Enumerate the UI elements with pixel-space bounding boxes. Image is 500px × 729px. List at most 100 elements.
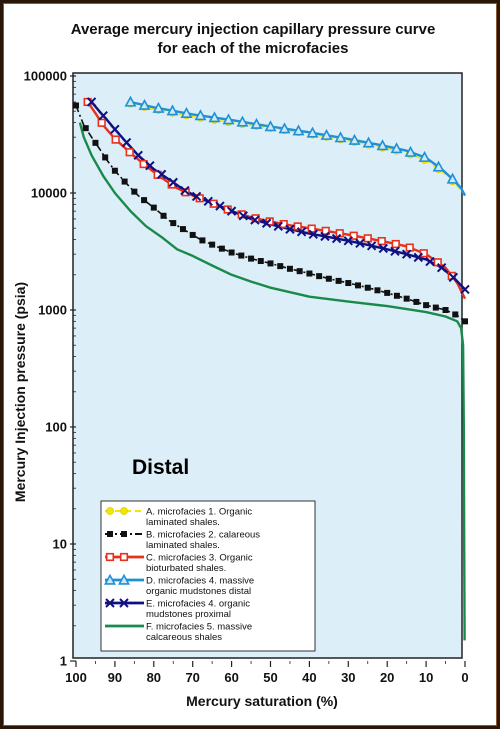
series-d-marker xyxy=(292,124,305,136)
series-e-marker xyxy=(110,124,120,135)
series-e-marker xyxy=(378,243,389,254)
legend-swatch-marker xyxy=(119,552,129,562)
legend-label-f: calcareous shales xyxy=(146,632,222,643)
series-e-marker xyxy=(168,177,178,188)
series-c-marker xyxy=(391,239,400,249)
series-b-marker xyxy=(442,307,449,313)
series-b-marker xyxy=(277,263,284,270)
series-e-marker xyxy=(460,284,470,295)
legend-swatch-marker xyxy=(104,573,116,585)
series-e-marker xyxy=(145,160,155,171)
x-tick-label: 10 xyxy=(419,670,433,685)
series-e-marker xyxy=(273,221,283,231)
series-b-marker xyxy=(306,270,313,277)
series-b-marker xyxy=(335,277,342,284)
series-b-marker xyxy=(296,268,303,275)
series-b-marker xyxy=(413,298,420,305)
series-d-marker xyxy=(264,120,277,132)
y-tick-label: 100000 xyxy=(24,69,67,84)
series-b-marker xyxy=(432,304,439,311)
series-e-marker xyxy=(285,224,295,234)
series-d-marker xyxy=(180,106,193,118)
series-b-marker xyxy=(316,273,323,280)
y-tick-label: 10000 xyxy=(31,186,67,201)
series-b-marker xyxy=(374,287,381,294)
series-d-marker xyxy=(138,98,151,110)
series-e-marker xyxy=(448,272,459,283)
series-b-marker xyxy=(452,311,459,318)
series-d-marker xyxy=(194,109,207,121)
series-e-marker xyxy=(366,241,377,251)
series-b-marker xyxy=(228,249,235,256)
series-b-marker xyxy=(403,295,410,302)
series-markers xyxy=(73,95,470,325)
series-b-marker xyxy=(267,260,274,267)
series-b-marker xyxy=(141,197,148,204)
series-e-marker xyxy=(191,191,202,202)
series-d-marker xyxy=(166,104,179,116)
x-axis-label: Mercury saturation (%) xyxy=(186,693,338,709)
series-d-marker xyxy=(432,160,445,172)
series-b-marker xyxy=(462,318,468,325)
series-b-marker xyxy=(325,275,332,282)
series-c-marker xyxy=(377,236,386,246)
y-axis-label: Mercury Injection pressure (psia) xyxy=(12,282,28,502)
series-b-marker xyxy=(131,188,138,195)
series-e-marker xyxy=(296,227,307,237)
series-e-marker xyxy=(425,256,435,267)
x-tick-label: 70 xyxy=(185,670,199,685)
series-c-marker xyxy=(125,148,134,157)
legend-swatch-marker xyxy=(107,531,113,537)
series-d-marker xyxy=(376,139,389,151)
legend-label-a: A. microfacies 1. Organic xyxy=(146,507,252,518)
series-d-marker xyxy=(306,126,319,138)
series-b-marker xyxy=(393,292,400,299)
legend-swatch-marker xyxy=(119,598,129,608)
series-d-marker xyxy=(404,145,417,157)
series-b-marker xyxy=(92,139,99,146)
legend-swatch-marker xyxy=(106,507,114,515)
series-c-marker xyxy=(349,231,358,240)
series-b-marker xyxy=(248,255,255,262)
axis-ticks: 100 90 80 70 60 50 40 30 20 10 0110100100010000100… xyxy=(24,69,469,686)
series-e-marker xyxy=(86,97,97,107)
legend-label-f: F. microfacies 5. massive xyxy=(146,622,252,633)
series-b-marker xyxy=(355,282,362,289)
series-c-marker xyxy=(97,118,106,127)
x-tick-label: 80 xyxy=(147,670,161,685)
legend-label-d: D. microfacies 4. massive xyxy=(146,576,254,587)
x-tick-label: 30 xyxy=(341,670,355,685)
series-d-marker xyxy=(418,150,431,162)
legend-swatch-marker xyxy=(121,531,127,537)
series-c-marker xyxy=(433,258,442,267)
legend-label-d: organic mudstones distal xyxy=(146,586,251,597)
series-b-marker xyxy=(209,241,216,248)
x-tick-label: 60 xyxy=(224,670,238,685)
y-tick-label: 1000 xyxy=(38,303,67,318)
series-e-marker xyxy=(203,196,213,207)
series-e-marker xyxy=(331,233,342,244)
series-b-marker xyxy=(189,231,196,238)
x-tick-label: 20 xyxy=(380,670,394,685)
series-b-marker xyxy=(345,280,352,287)
series-d-marker xyxy=(250,117,263,129)
series-b-marker xyxy=(199,237,206,244)
x-tick-label: 0 xyxy=(461,670,468,685)
series-e-marker xyxy=(355,238,365,248)
series-e-marker xyxy=(98,110,108,121)
series-f-line xyxy=(78,122,466,641)
series-d-marker xyxy=(334,131,347,143)
series-b-marker xyxy=(218,245,225,252)
series-e-marker xyxy=(308,229,318,239)
series-e-marker xyxy=(401,249,412,259)
chart-frame: Average mercury injection capillary pres… xyxy=(3,3,497,726)
series-e-marker xyxy=(121,137,132,148)
series-c-marker xyxy=(293,222,302,231)
series-e-marker xyxy=(250,215,260,225)
series-b-marker xyxy=(102,154,109,161)
series-e-marker xyxy=(238,211,248,221)
series-d-marker xyxy=(152,101,165,113)
series-e-marker xyxy=(320,231,330,242)
series-e-marker xyxy=(343,236,354,246)
